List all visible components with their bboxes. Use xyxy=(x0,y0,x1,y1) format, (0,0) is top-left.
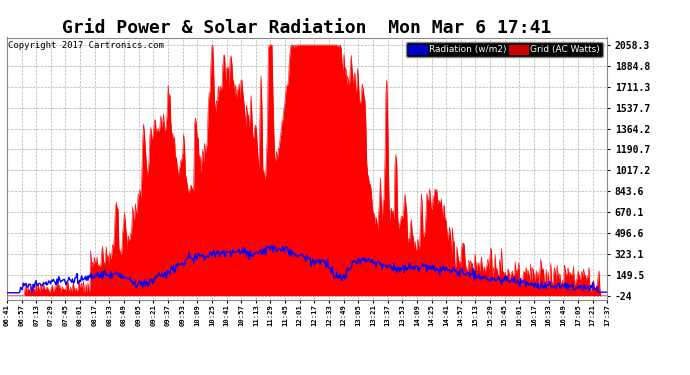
Text: Copyright 2017 Cartronics.com: Copyright 2017 Cartronics.com xyxy=(8,42,164,51)
Title: Grid Power & Solar Radiation  Mon Mar 6 17:41: Grid Power & Solar Radiation Mon Mar 6 1… xyxy=(62,20,552,38)
Legend: Radiation (w/m2), Grid (AC Watts): Radiation (w/m2), Grid (AC Watts) xyxy=(406,42,602,57)
